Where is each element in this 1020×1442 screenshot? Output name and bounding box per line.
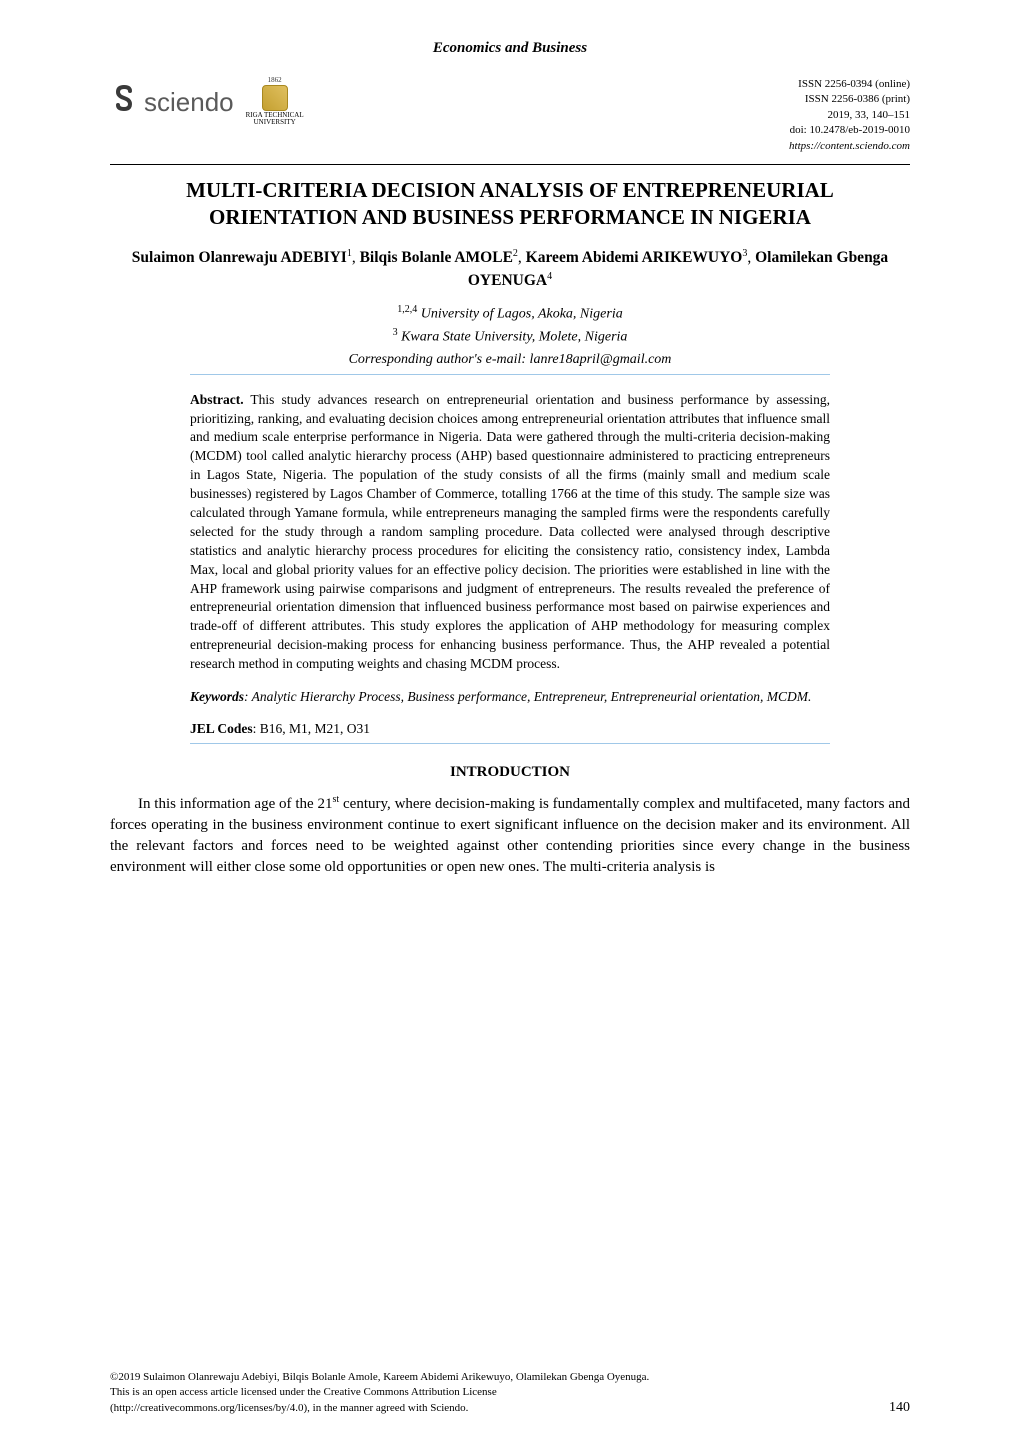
body-para1-pre: In this information age of the 21 — [138, 796, 333, 812]
copyright-notice: ©2019 Sulaimon Olanrewaju Adebiyi, Bilqi… — [110, 1370, 650, 1416]
affiliation-1: 1,2,4 University of Lagos, Akoka, Nigeri… — [110, 302, 910, 325]
publication-metadata: ISSN 2256-0394 (online) ISSN 2256-0386 (… — [789, 77, 910, 154]
body-paragraph-1: In this information age of the 21st cent… — [110, 793, 910, 878]
doi: doi: 10.2478/eb-2019-0010 — [789, 123, 910, 138]
issn-online: ISSN 2256-0394 (online) — [789, 77, 910, 92]
abstract-label: Abstract. — [190, 392, 244, 407]
author-2-name: Bilqis Bolanle AMOLE — [360, 249, 513, 266]
author-list: Sulaimon Olanrewaju ADEBIYI1, Bilqis Bol… — [110, 246, 910, 293]
journal-title: Economics and Business — [110, 40, 910, 57]
horizontal-rule-top — [110, 164, 910, 165]
author-sep-1: , — [352, 249, 360, 266]
corresponding-author: Corresponding author's e-mail: lanre18ap… — [110, 352, 910, 368]
jel-codes: JEL Codes: B16, M1, M21, O31 — [190, 721, 830, 737]
keywords-text: : Analytic Hierarchy Process, Business p… — [244, 689, 811, 704]
section-heading-introduction: INTRODUCTION — [110, 764, 910, 781]
author-1-name: Sulaimon Olanrewaju ADEBIYI — [132, 249, 347, 266]
issn-print: ISSN 2256-0386 (print) — [789, 92, 910, 107]
volume-pages: 2019, 33, 140–151 — [789, 108, 910, 123]
jel-text: : B16, M1, M21, O31 — [253, 721, 370, 736]
university-crest-icon — [262, 85, 288, 111]
affiliation-2-text: Kwara State University, Molete, Nigeria — [398, 330, 628, 345]
author-sep-3: , — [747, 249, 755, 266]
publisher-url: https://content.sciendo.com — [789, 139, 910, 154]
paper-title: MULTI-CRITERIA DECISION ANALYSIS OF ENTR… — [110, 177, 910, 232]
university-logo: 1862 RIGA TECHNICAL UNIVERSITY — [246, 77, 304, 127]
horizontal-rule-bottom — [190, 743, 830, 744]
author-4-sup: 4 — [547, 271, 552, 282]
abstract: Abstract. This study advances research o… — [190, 391, 830, 674]
page-number: 140 — [889, 1400, 910, 1416]
sciendo-s-icon — [110, 84, 138, 120]
horizontal-rule-mid — [190, 374, 830, 375]
abstract-text: This study advances research on entrepre… — [190, 392, 830, 671]
author-sep-2: , — [518, 249, 526, 266]
university-year: 1862 — [268, 77, 282, 85]
header-row: sciendo 1862 RIGA TECHNICAL UNIVERSITY I… — [110, 77, 910, 154]
publisher-logos: sciendo 1862 RIGA TECHNICAL UNIVERSITY — [110, 77, 304, 127]
affiliation-2: 3 Kwara State University, Molete, Nigeri… — [110, 325, 910, 348]
affiliations: 1,2,4 University of Lagos, Akoka, Nigeri… — [110, 302, 910, 347]
jel-label: JEL Codes — [190, 721, 253, 736]
author-3-name: Kareem Abidemi ARIKEWUYO — [526, 249, 743, 266]
university-name-line2: UNIVERSITY — [254, 119, 296, 127]
page-footer: ©2019 Sulaimon Olanrewaju Adebiyi, Bilqi… — [110, 1370, 910, 1416]
sciendo-logo: sciendo — [110, 84, 234, 120]
affiliation-1-sup: 1,2,4 — [397, 304, 417, 315]
keywords-label: Keywords — [190, 689, 244, 704]
keywords: Keywords: Analytic Hierarchy Process, Bu… — [190, 688, 830, 707]
sciendo-text: sciendo — [144, 87, 234, 118]
affiliation-1-text: University of Lagos, Akoka, Nigeria — [417, 307, 622, 322]
